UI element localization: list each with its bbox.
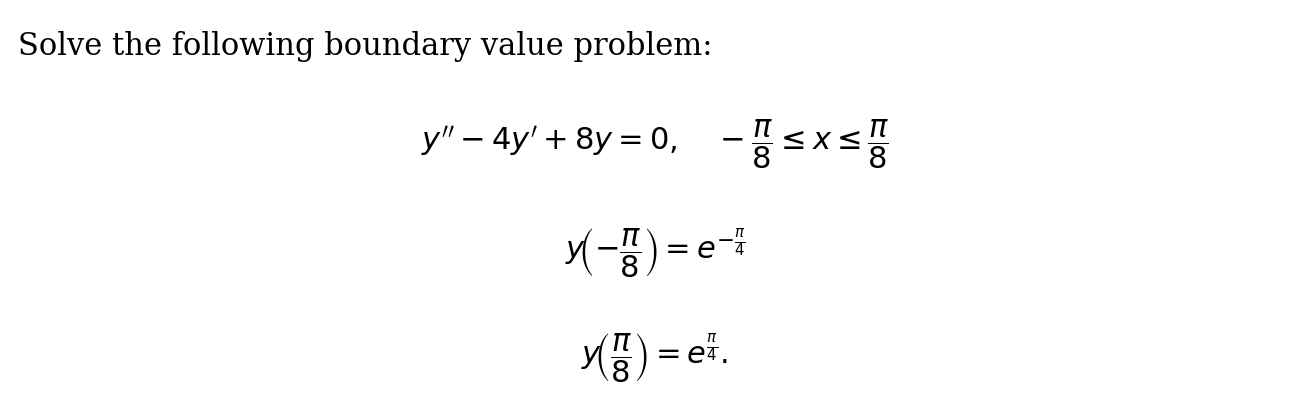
Text: Solve the following boundary value problem:: Solve the following boundary value probl… — [18, 31, 713, 62]
Text: $y\!\left(\dfrac{\pi}{8}\right) = e^{\frac{\pi}{4}}.$: $y\!\left(\dfrac{\pi}{8}\right) = e^{\fr… — [582, 331, 728, 384]
Text: $y\!\left(-\dfrac{\pi}{8}\right) = e^{-\frac{\pi}{4}}$: $y\!\left(-\dfrac{\pi}{8}\right) = e^{-\… — [565, 226, 745, 280]
Text: $y'' - 4y' + 8y = 0, \quad -\dfrac{\pi}{8} \leq x \leq \dfrac{\pi}{8}$: $y'' - 4y' + 8y = 0, \quad -\dfrac{\pi}{… — [421, 117, 889, 171]
